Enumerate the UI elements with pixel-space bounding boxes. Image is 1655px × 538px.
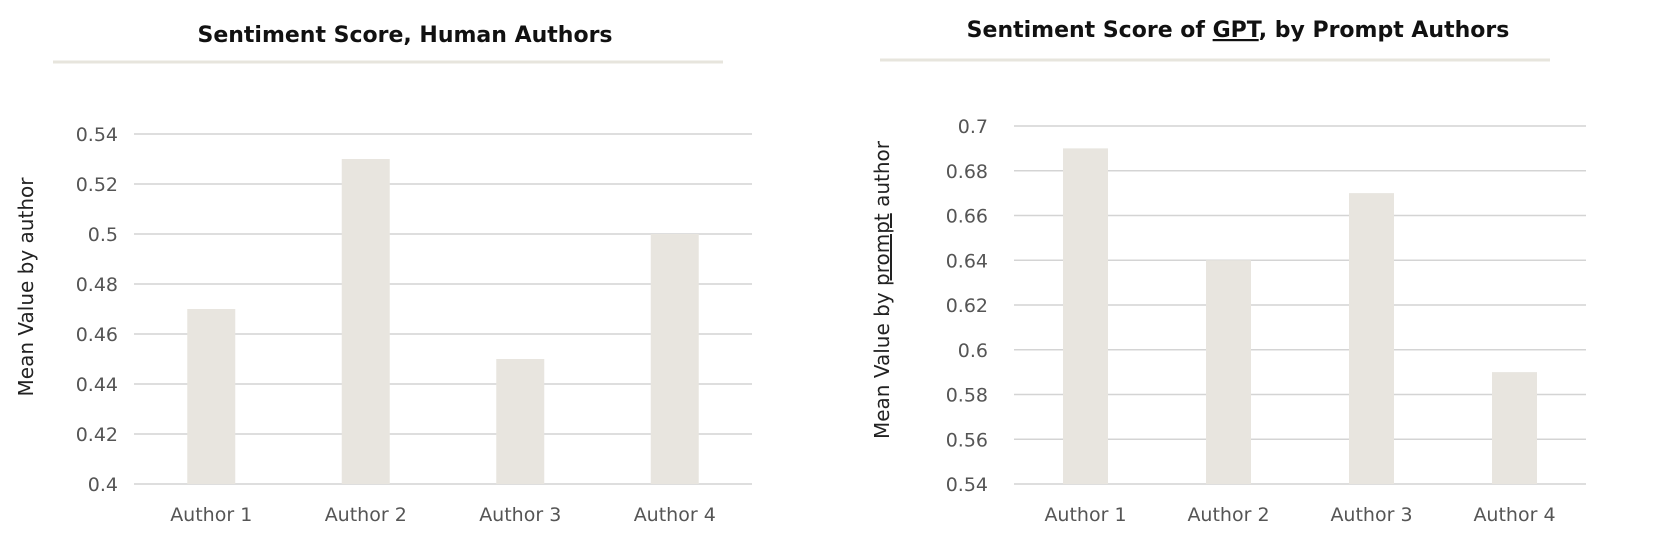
chart-gpt-prompt-authors: Sentiment Score of GPT, by Prompt Author… [870,18,1586,526]
y-tick-label: 0.6 [958,340,988,362]
bar-author-2 [341,159,390,484]
y-tick-label: 0.58 [946,385,988,407]
y-tick-label: 0.48 [76,274,118,296]
grid [134,133,752,485]
x-tick-label: Author 4 [1473,504,1555,526]
y-tick-label: 0.64 [946,250,988,272]
y-tick-label: 0.62 [946,295,988,317]
y-tick-label: 0.5 [88,224,118,246]
x-tick-labels: Author 1 Author 2 Author 3 Author 4 [170,504,716,526]
bar-author-1 [1063,148,1108,484]
x-tick-label: Author 1 [170,504,252,526]
x-tick-label: Author 2 [325,504,407,526]
x-tick-label: Author 1 [1044,504,1126,526]
x-tick-label: Author 2 [1187,504,1269,526]
bar-author-3 [496,359,545,484]
y-tick-label: 0.42 [76,424,118,446]
y-tick-label: 0.54 [946,474,988,496]
y-tick-label: 0.44 [76,374,118,396]
x-tick-label: Author 3 [1330,504,1412,526]
x-tick-labels: Author 1 Author 2 Author 3 Author 4 [1044,504,1555,526]
chart-human-authors: Sentiment Score, Human Authors 0.40.420.… [14,23,752,526]
y-axis-label: Mean Value by prompt author [870,140,894,439]
y-tick-labels: 0.54 0.56 0.58 0.6 0.62 0.64 0.66 0.68 0.7 [946,116,988,496]
y-tick-labels: 0.4 0.42 0.44 0.46 0.48 0.5 0.52 0.54 [76,124,118,496]
chart-title: Sentiment Score of GPT, by Prompt Author… [967,18,1510,43]
bars [1063,148,1537,484]
y-tick-label: 0.46 [76,324,118,346]
x-tick-label: Author 3 [479,504,561,526]
bar-author-2 [1206,260,1251,484]
bar-author-4 [1492,372,1537,484]
y-tick-label: 0.54 [76,124,118,146]
y-axis-label: Mean Value by author [14,177,38,397]
y-tick-label: 0.56 [946,429,988,451]
x-tick-label: Author 4 [634,504,716,526]
y-tick-label: 0.68 [946,161,988,183]
y-tick-label: 0.7 [958,116,988,138]
grid [1014,125,1586,485]
chart-title: Sentiment Score, Human Authors [197,23,612,48]
bar-author-3 [1349,193,1394,484]
y-tick-label: 0.66 [946,206,988,228]
bar-author-4 [650,234,699,484]
bars [187,159,699,484]
bar-author-1 [187,309,236,484]
y-tick-label: 0.4 [88,474,118,496]
y-tick-label: 0.52 [76,174,118,196]
